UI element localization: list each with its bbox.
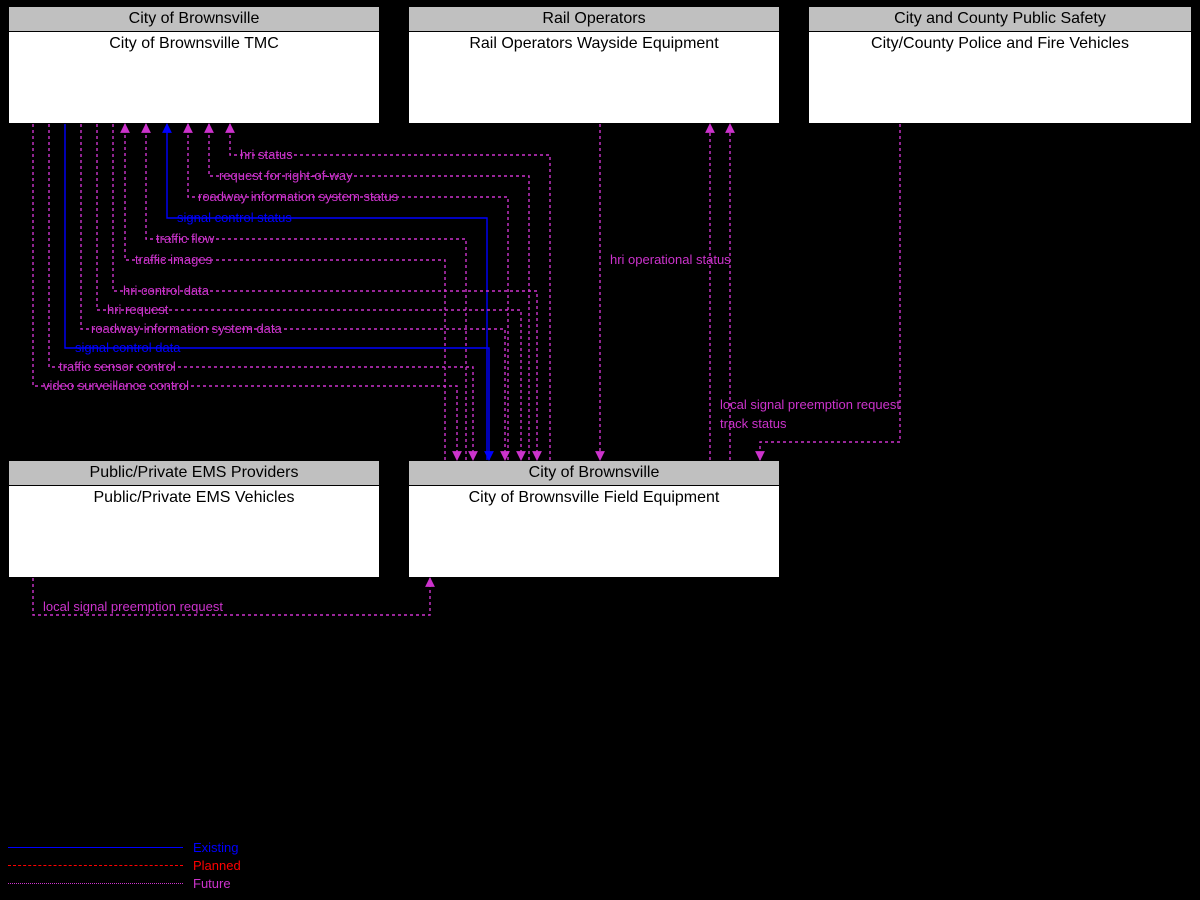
legend-label: Future (193, 876, 231, 891)
entity-rail-sub: Rail Operators Wayside Equipment (409, 32, 779, 56)
entity-field-sub: City of Brownsville Field Equipment (409, 486, 779, 510)
entity-rail-header: Rail Operators (409, 7, 779, 32)
flow-label: roadway information system status (198, 189, 398, 204)
legend-row: Existing (8, 838, 241, 856)
flow-label: traffic images (135, 252, 212, 267)
entity-safety-header: City and County Public Safety (809, 7, 1191, 32)
entity-safety: City and County Public Safety City/Count… (808, 6, 1192, 124)
flow-label: traffic flow (156, 231, 214, 246)
flow-label: track status (720, 416, 786, 431)
flow-label: hri operational status (610, 252, 731, 267)
entity-field: City of Brownsville City of Brownsville … (408, 460, 780, 578)
flow-label: video surveillance control (43, 378, 189, 393)
flow-label: signal control status (177, 210, 292, 225)
entity-field-header: City of Brownsville (409, 461, 779, 486)
legend-line (8, 883, 183, 884)
entity-tmc-sub: City of Brownsville TMC (9, 32, 379, 56)
flow-label: hri control data (123, 283, 209, 298)
entity-ems-sub: Public/Private EMS Vehicles (9, 486, 379, 510)
legend-label: Existing (193, 840, 239, 855)
legend-label: Planned (193, 858, 241, 873)
entity-tmc: City of Brownsville City of Brownsville … (8, 6, 380, 124)
legend-row: Future (8, 874, 241, 892)
flow-label: signal control data (75, 340, 181, 355)
legend: Existing Planned Future (8, 838, 241, 892)
flow-label: traffic sensor control (59, 359, 176, 374)
entity-ems-header: Public/Private EMS Providers (9, 461, 379, 486)
legend-row: Planned (8, 856, 241, 874)
entity-tmc-header: City of Brownsville (9, 7, 379, 32)
flow-label: hri status (240, 147, 293, 162)
flows-svg (0, 0, 1200, 900)
flow-label: request for right-of-way (219, 168, 353, 183)
legend-line (8, 847, 183, 848)
flow-label: local signal preemption request (43, 599, 223, 614)
entity-safety-sub: City/County Police and Fire Vehicles (809, 32, 1191, 56)
legend-line (8, 865, 183, 866)
flow-label: local signal preemption request (720, 397, 900, 412)
entity-ems: Public/Private EMS Providers Public/Priv… (8, 460, 380, 578)
entity-rail: Rail Operators Rail Operators Wayside Eq… (408, 6, 780, 124)
flow-label: hri request (107, 302, 168, 317)
flow-label: roadway information system data (91, 321, 282, 336)
